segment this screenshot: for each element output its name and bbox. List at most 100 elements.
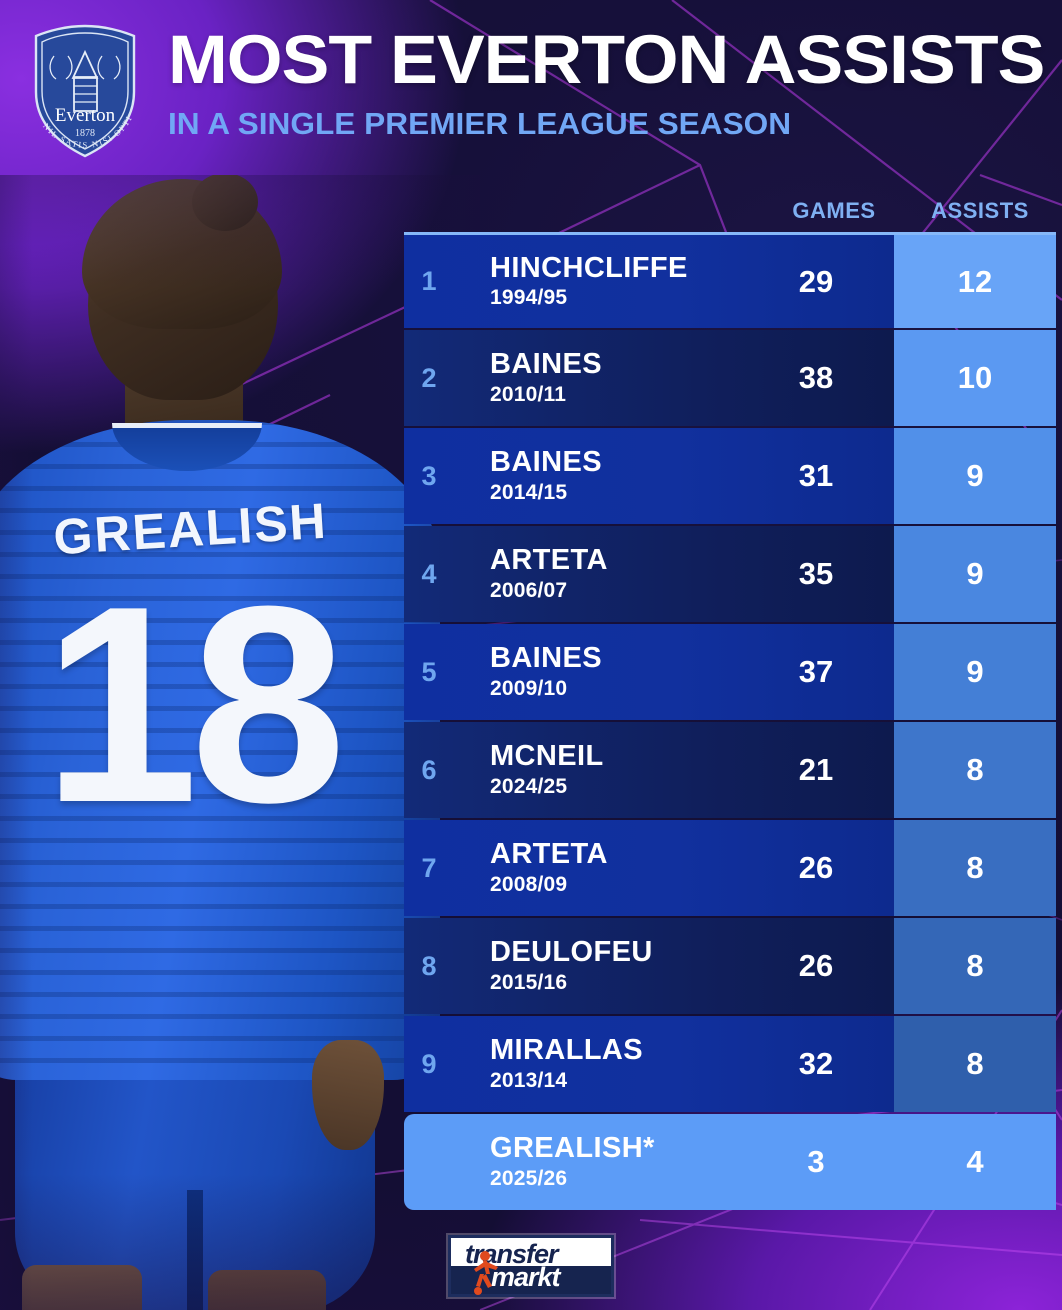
row-assists-value: 8 — [966, 1046, 984, 1081]
row-rank: 9 — [421, 1048, 437, 1079]
row-player-name: DEULOFEU — [490, 936, 653, 969]
row-player-name: ARTETA — [490, 838, 608, 871]
row-assists-cell: 8 — [894, 918, 1056, 1014]
row-player-name: MIRALLAS — [490, 1034, 644, 1067]
row-rank: 4 — [421, 558, 437, 589]
row-assists-cell: 9 — [894, 624, 1056, 720]
row-name-block: MCNEIL 2024/25 — [454, 741, 752, 798]
row-name-block: MIRALLAS 2013/14 — [454, 1035, 752, 1092]
row-rank: 1 — [421, 266, 437, 296]
row-player-name: BAINES — [490, 642, 602, 675]
row-games-value: 3 — [807, 1144, 825, 1179]
row-assists-cell: 12 — [894, 232, 1056, 328]
table-row: 6 MCNEIL 2024/25 21 8 — [404, 722, 1056, 818]
row-season: 2013/14 — [490, 1068, 568, 1092]
row-assists-value: 9 — [966, 556, 984, 591]
row-season: 1994/95 — [490, 286, 568, 310]
column-header-games: GAMES — [760, 198, 908, 232]
logo-word-markt: markt — [491, 1262, 561, 1292]
row-games-value: 26 — [798, 948, 834, 983]
row-games-value: 26 — [798, 850, 834, 885]
row-name-block: BAINES 2009/10 — [454, 643, 752, 700]
row-player-name: HINCHCLIFFE — [490, 251, 688, 284]
row-name-block: ARTETA 2008/09 — [454, 839, 752, 896]
row-player-name: ARTETA — [490, 544, 608, 577]
row-left-cell: 5 BAINES 2009/10 37 — [404, 624, 894, 720]
row-games-value: 21 — [798, 752, 834, 787]
leaderboard-table: 1 HINCHCLIFFE 1994/95 29 12 2 BAINES 2010/11 38 1… — [404, 232, 1056, 1212]
row-left-cell: 1 HINCHCLIFFE 1994/95 29 — [404, 232, 894, 328]
table-row: 2 BAINES 2010/11 38 10 — [404, 330, 1056, 426]
crest-year: 1878 — [75, 128, 95, 139]
row-left-cell: 4 ARTETA 2006/07 35 — [404, 526, 894, 622]
row-assists-cell: 4 — [894, 1114, 1056, 1210]
table-row: 5 BAINES 2009/10 37 9 — [404, 624, 1056, 720]
row-player-name: GREALISH* — [490, 1132, 655, 1165]
row-games-value: 38 — [798, 360, 834, 395]
row-games-value: 35 — [798, 556, 834, 591]
everton-crest-icon: Everton 1878 NIL SATIS NISI OPTIMUM — [19, 14, 146, 160]
table-row: GREALISH* 2025/26 3 4 — [404, 1114, 1056, 1210]
row-assists-cell: 9 — [894, 428, 1056, 524]
row-player-name: MCNEIL — [490, 740, 604, 773]
row-left-cell: 6 MCNEIL 2024/25 21 — [404, 722, 894, 818]
row-name-block: ARTETA 2006/07 — [454, 545, 752, 602]
row-rank: 7 — [421, 852, 437, 883]
row-rank: 8 — [421, 950, 437, 981]
transfermarkt-logo: transfer markt — [448, 1235, 614, 1297]
row-assists-value: 9 — [966, 654, 984, 689]
crest-club-name: Everton — [55, 105, 116, 126]
logo-runner-icon — [474, 1251, 498, 1295]
player-photo: GREALISH 18 — [0, 175, 480, 1310]
row-assists-value: 8 — [966, 948, 984, 983]
row-player-name: BAINES — [490, 446, 602, 479]
table-row: 3 BAINES 2014/15 31 9 — [404, 428, 1056, 524]
row-assists-value: 9 — [966, 458, 984, 493]
row-assists-value: 8 — [966, 850, 984, 885]
row-rank: 2 — [421, 362, 437, 393]
row-season: 2010/11 — [490, 382, 567, 406]
page-title: MOST EVERTON ASSISTS — [168, 21, 1045, 98]
row-name-block: GREALISH* 2025/26 — [454, 1133, 752, 1190]
row-games-value: 37 — [798, 654, 834, 689]
row-games-value: 31 — [798, 458, 834, 493]
player-photo-fade — [0, 175, 480, 1310]
row-games-value: 32 — [798, 1046, 834, 1081]
row-rank: 3 — [421, 460, 437, 491]
row-assists-value: 4 — [966, 1144, 984, 1179]
row-season: 2025/26 — [490, 1166, 568, 1190]
row-season: 2009/10 — [490, 676, 568, 700]
row-assists-value: 12 — [957, 263, 993, 299]
row-assists-value: 8 — [966, 752, 984, 787]
row-season: 2008/09 — [490, 872, 568, 896]
logo-top-band — [451, 1238, 611, 1266]
row-season: 2015/16 — [490, 970, 568, 994]
row-name-block: DEULOFEU 2015/16 — [454, 937, 752, 994]
row-left-cell: 2 BAINES 2010/11 38 — [404, 330, 894, 426]
row-rank: 6 — [421, 754, 437, 785]
row-left-cell: 9 MIRALLAS 2013/14 32 — [404, 1016, 894, 1112]
row-name-block: BAINES 2010/11 — [454, 349, 752, 406]
row-player-name: BAINES — [490, 348, 602, 381]
row-assists-cell: 8 — [894, 820, 1056, 916]
row-left-cell: 7 ARTETA 2008/09 26 — [404, 820, 894, 916]
row-assists-cell: 10 — [894, 330, 1056, 426]
table-row: 8 DEULOFEU 2015/16 26 8 — [404, 918, 1056, 1014]
column-header-assists: ASSISTS — [906, 198, 1054, 232]
row-games-value: 29 — [798, 263, 834, 299]
row-season: 2024/25 — [490, 774, 568, 798]
column-header-games-label: GAMES — [792, 198, 876, 223]
row-left-cell: 8 DEULOFEU 2015/16 26 — [404, 918, 894, 1014]
row-rank: 5 — [421, 656, 437, 687]
row-left-cell: GREALISH* 2025/26 3 — [404, 1114, 894, 1210]
row-name-block: BAINES 2014/15 — [454, 447, 752, 504]
table-row: 1 HINCHCLIFFE 1994/95 29 12 — [404, 232, 1056, 328]
row-name-block: HINCHCLIFFE 1994/95 — [454, 251, 752, 310]
row-assists-value: 10 — [957, 360, 993, 395]
header-block: MOST EVERTON ASSISTS IN A SINGLE PREMIER… — [168, 25, 1045, 142]
row-left-cell: 3 BAINES 2014/15 31 — [404, 428, 894, 524]
table-row: 7 ARTETA 2008/09 26 8 — [404, 820, 1056, 916]
row-season: 2014/15 — [490, 480, 568, 504]
row-assists-cell: 9 — [894, 526, 1056, 622]
